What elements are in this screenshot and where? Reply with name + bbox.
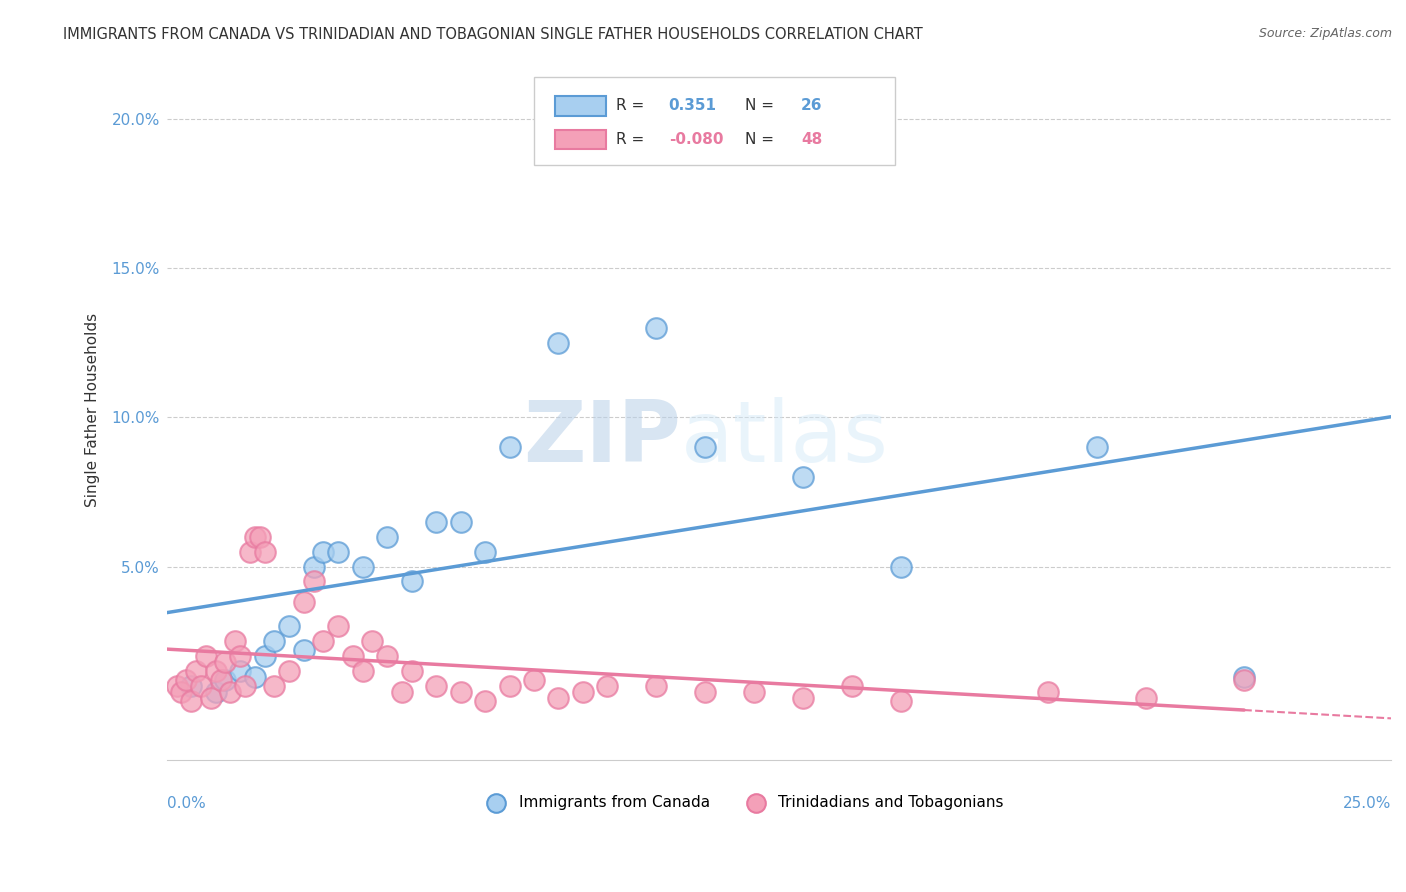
Point [243,670,266,684]
Point [263,634,285,648]
Point [450,515,472,529]
Point [214,655,236,669]
Point [1038,685,1060,699]
Point [1233,670,1256,684]
Point [209,673,232,687]
Point [361,634,384,648]
Text: ZIP: ZIP [523,397,681,480]
Point [401,664,423,678]
Point [401,574,423,589]
Text: N =: N = [745,98,779,113]
Point [450,685,472,699]
Point [695,440,717,454]
Point [292,643,315,657]
Point [326,544,349,558]
Text: 25.0%: 25.0% [1343,797,1391,811]
Point [792,690,814,705]
Point [190,679,212,693]
Point [180,694,202,708]
Point [249,530,271,544]
Point [1233,673,1256,687]
Point [342,648,364,663]
Point [312,544,335,558]
Point [229,664,252,678]
Text: IMMIGRANTS FROM CANADA VS TRINIDADIAN AND TOBAGONIAN SINGLE FATHER HOUSEHOLDS CO: IMMIGRANTS FROM CANADA VS TRINIDADIAN AN… [63,27,922,42]
Text: 0.351: 0.351 [669,98,717,113]
Point [253,544,276,558]
FancyBboxPatch shape [534,77,896,165]
Point [176,673,198,687]
Point [890,694,912,708]
Point [498,440,520,454]
Point [425,515,447,529]
Text: atlas: atlas [681,397,889,480]
Point [890,559,912,574]
Point [263,679,285,693]
Point [547,335,569,350]
Point [474,694,496,708]
Point [219,685,242,699]
Point [572,685,595,699]
Point [391,685,413,699]
Point [1085,440,1108,454]
Point [792,470,814,484]
Point [312,634,335,648]
Point [326,619,349,633]
Point [292,595,315,609]
Point [229,648,252,663]
Bar [555,96,606,116]
Point [170,685,193,699]
Point [523,673,546,687]
Text: 26: 26 [801,98,823,113]
Point [375,530,398,544]
Point [184,664,207,678]
Point [352,664,374,678]
Text: 48: 48 [801,132,823,147]
Point [302,574,325,589]
Point [744,685,766,699]
Text: N =: N = [745,132,779,147]
Point [204,664,226,678]
Text: R =: R = [616,98,650,113]
Text: -0.080: -0.080 [669,132,723,147]
Point [645,321,668,335]
Point [474,544,496,558]
Point [204,685,226,699]
Point [498,679,520,693]
Point [547,690,569,705]
Text: 0.0%: 0.0% [167,797,205,811]
Point [375,648,398,663]
Point [596,679,619,693]
Point [166,679,188,693]
Point [278,664,301,678]
Legend: Immigrants from Canada, Trinidadians and Tobagonians: Immigrants from Canada, Trinidadians and… [474,789,1010,816]
Point [253,648,276,663]
Point [695,685,717,699]
Point [1135,690,1157,705]
Point [278,619,301,633]
Point [645,679,668,693]
Text: Source: ZipAtlas.com: Source: ZipAtlas.com [1258,27,1392,40]
Bar [555,129,606,149]
Point [233,679,256,693]
Y-axis label: Single Father Households: Single Father Households [86,313,100,507]
Point [180,679,202,693]
Point [239,544,262,558]
Point [224,634,246,648]
Point [425,679,447,693]
Point [243,530,266,544]
Point [352,559,374,574]
Text: R =: R = [616,132,650,147]
Point [302,559,325,574]
Point [200,690,222,705]
Point [194,648,217,663]
Point [841,679,863,693]
Point [214,673,236,687]
